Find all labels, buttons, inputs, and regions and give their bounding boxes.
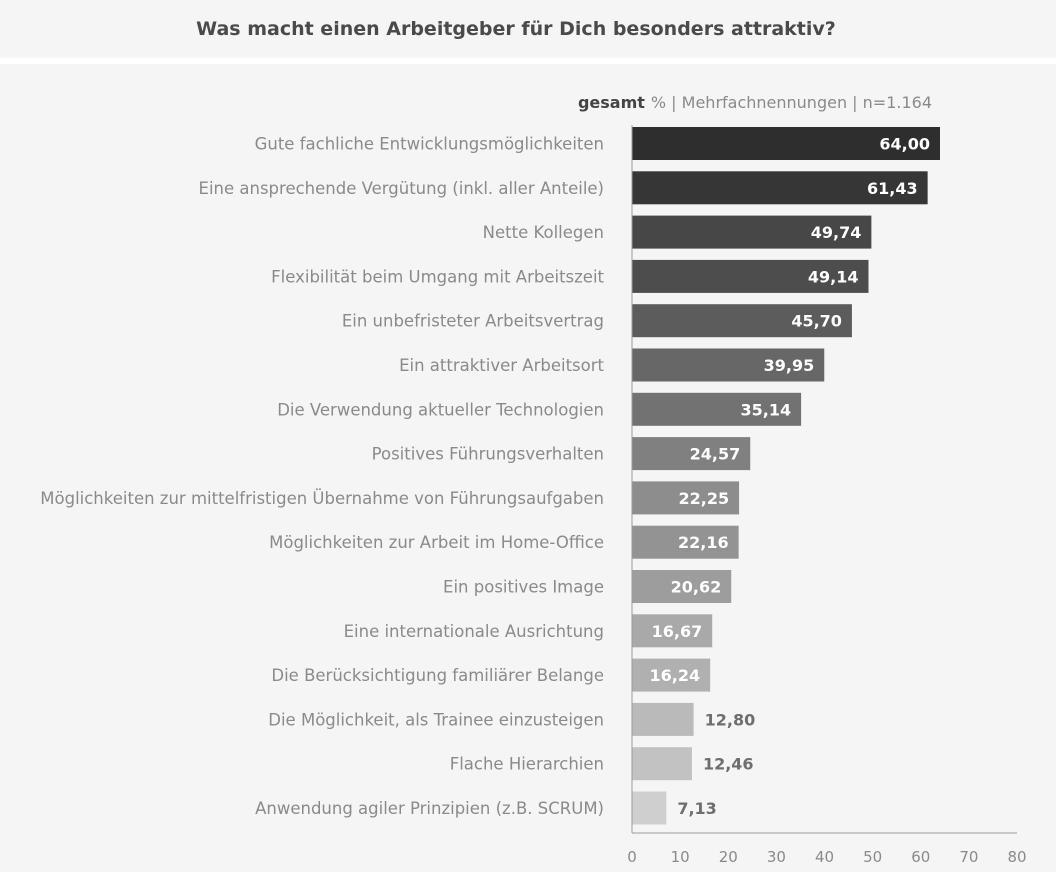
data-label: 16,24 — [650, 666, 701, 685]
x-tick-label: 40 — [815, 848, 834, 866]
bar — [632, 304, 852, 338]
category-label: Gute fachliche Entwicklungsmöglichkeiten — [255, 135, 604, 154]
category-label: Möglichkeiten zur mittelfristigen Überna… — [40, 489, 604, 508]
data-label: 49,14 — [808, 267, 859, 286]
bar — [632, 658, 711, 692]
data-label: 61,43 — [867, 179, 918, 198]
subtitle-details: % | Mehrfachnennungen | n=1.164 — [650, 93, 932, 112]
data-label: 16,67 — [652, 622, 703, 641]
data-label: 24,57 — [690, 445, 741, 464]
x-tick-label: 20 — [719, 848, 738, 866]
title-bar: Was macht einen Arbeitgeber für Dich bes… — [0, 0, 1056, 64]
data-label: 35,14 — [741, 400, 792, 419]
category-label: Die Berücksichtigung familiärer Belange — [271, 666, 604, 685]
category-label: Anwendung agiler Prinzipien (z.B. SCRUM) — [255, 799, 604, 818]
category-label: Eine internationale Ausrichtung — [344, 622, 604, 641]
x-tick-label: 70 — [959, 848, 978, 866]
category-label: Möglichkeiten zur Arbeit im Home-Office — [269, 533, 604, 552]
bar — [632, 437, 751, 471]
bar — [632, 215, 872, 249]
data-label: 7,13 — [677, 799, 716, 818]
bar — [632, 127, 940, 160]
category-label: Die Verwendung aktueller Technologien — [277, 400, 604, 419]
chart-title: Was macht einen Arbeitgeber für Dich bes… — [196, 18, 836, 40]
bar — [632, 171, 928, 205]
category-label: Eine ansprechende Vergütung (inkl. aller… — [199, 179, 604, 198]
subtitle-group: gesamt — [577, 93, 645, 112]
bar — [632, 481, 740, 515]
x-tick-label: 0 — [627, 848, 637, 866]
x-tick-label: 80 — [1007, 848, 1026, 866]
data-label: 12,80 — [705, 710, 756, 729]
category-label: Die Möglichkeit, als Trainee einzusteige… — [268, 710, 604, 729]
x-tick-label: 60 — [911, 848, 930, 866]
category-label: Flache Hierarchien — [450, 755, 604, 774]
x-tick-label: 30 — [767, 848, 786, 866]
data-label: 12,46 — [703, 755, 754, 774]
chart-subtitle: gesamt % | Mehrfachnennungen | n=1.164 — [578, 93, 932, 112]
bar — [632, 747, 692, 781]
data-label: 22,16 — [678, 533, 729, 552]
data-label: 64,00 — [879, 135, 930, 154]
category-label: Ein positives Image — [443, 578, 604, 597]
category-label: Ein unbefristeter Arbeitsvertrag — [342, 312, 604, 331]
bar — [632, 791, 667, 825]
bar — [632, 525, 739, 559]
data-label: 22,25 — [678, 489, 729, 508]
bar — [632, 348, 825, 382]
category-label: Nette Kollegen — [483, 223, 604, 242]
bar — [632, 614, 713, 648]
category-label: Ein attraktiver Arbeitsort — [399, 356, 604, 375]
bar — [632, 259, 869, 293]
category-label: Positives Führungsverhalten — [372, 445, 604, 464]
data-label: 39,95 — [764, 356, 815, 375]
data-label: 45,70 — [791, 312, 842, 331]
bar — [632, 392, 802, 426]
data-label: 20,62 — [671, 578, 722, 597]
bar — [632, 702, 694, 736]
data-label: 49,74 — [811, 223, 862, 242]
bar — [632, 570, 732, 603]
category-label: Flexibilität beim Umgang mit Arbeitszeit — [271, 267, 604, 286]
x-tick-label: 50 — [863, 848, 882, 866]
x-tick-label: 10 — [671, 848, 690, 866]
